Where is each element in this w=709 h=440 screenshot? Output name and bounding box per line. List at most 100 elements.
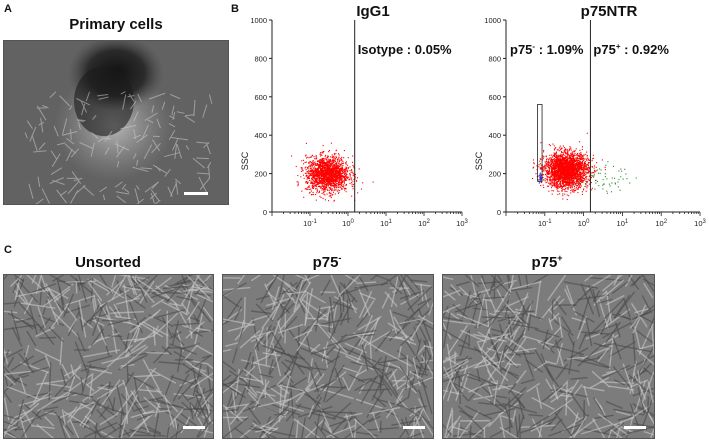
scatter-point bbox=[559, 154, 561, 156]
scatter-point bbox=[341, 180, 343, 182]
scatter-point bbox=[310, 182, 312, 185]
scatter-point bbox=[574, 184, 576, 186]
scatter-point bbox=[349, 173, 351, 175]
scatter-point bbox=[555, 171, 557, 173]
scatter-point bbox=[326, 179, 328, 181]
scatter-point bbox=[568, 153, 570, 155]
scatter-point bbox=[352, 186, 354, 188]
scatter-point bbox=[564, 167, 566, 169]
scatter-point bbox=[350, 179, 353, 181]
scatter-point bbox=[324, 183, 326, 186]
scatter-point bbox=[552, 178, 554, 180]
scatter-point bbox=[335, 176, 337, 178]
scatter-point bbox=[322, 171, 325, 173]
scatter-point bbox=[567, 186, 569, 189]
scatter-point bbox=[550, 161, 553, 163]
scatter-point bbox=[301, 160, 303, 162]
scatter-point bbox=[325, 168, 327, 170]
scatter-point bbox=[590, 181, 592, 184]
scatter-point bbox=[538, 175, 540, 177]
scatter-point bbox=[311, 193, 313, 196]
scatter-point bbox=[326, 165, 329, 167]
scatter-point bbox=[324, 172, 326, 174]
scatter-point bbox=[310, 175, 312, 177]
scatter-point bbox=[558, 155, 560, 157]
scatter-point bbox=[322, 171, 324, 173]
scatter-point bbox=[345, 169, 347, 171]
scatter-point bbox=[558, 178, 560, 181]
scatter-point bbox=[335, 156, 337, 158]
scatter-point bbox=[582, 171, 584, 173]
scatter-point bbox=[545, 182, 547, 184]
scatter-point bbox=[560, 165, 562, 168]
scatter-point bbox=[554, 173, 556, 175]
scatter-point bbox=[574, 187, 576, 189]
scatter-point bbox=[562, 180, 564, 182]
scatter-point bbox=[558, 175, 560, 177]
scatter-point bbox=[557, 162, 559, 164]
scatter-point bbox=[602, 184, 604, 186]
scatter-point bbox=[327, 179, 329, 182]
scatter-point bbox=[578, 186, 580, 189]
scatter-point bbox=[319, 177, 322, 180]
scatter-point bbox=[570, 184, 572, 187]
scatter-point bbox=[545, 167, 547, 169]
scatter-point bbox=[340, 177, 342, 179]
scatter-point bbox=[319, 158, 321, 161]
scatter-point bbox=[563, 177, 565, 179]
scatter-point bbox=[562, 156, 564, 158]
scatter-point bbox=[312, 182, 314, 184]
scatter-point bbox=[337, 170, 339, 172]
scatter-point bbox=[552, 181, 554, 183]
scatter-point bbox=[591, 165, 593, 167]
scatter-point bbox=[561, 173, 563, 175]
scatter-point bbox=[556, 181, 558, 183]
scatter-point bbox=[561, 163, 563, 165]
scatter-point bbox=[573, 160, 575, 162]
scatter-point bbox=[556, 162, 558, 164]
scatter-point bbox=[589, 174, 591, 176]
scatter-point bbox=[565, 171, 567, 173]
scatter-point bbox=[335, 189, 337, 191]
scatter-point bbox=[561, 183, 563, 185]
scatter-point bbox=[312, 154, 314, 156]
scatter-point bbox=[593, 167, 595, 169]
scatter-point bbox=[578, 166, 581, 168]
scatter-point bbox=[568, 177, 570, 180]
scatter-point bbox=[337, 160, 339, 162]
scatter-point bbox=[545, 170, 547, 172]
scatter-point bbox=[329, 181, 331, 184]
scatter-point bbox=[562, 178, 564, 180]
scatter-point bbox=[548, 177, 551, 179]
scatter-point bbox=[562, 176, 564, 178]
scatter-point bbox=[588, 159, 590, 161]
scatter-point bbox=[566, 184, 568, 186]
scatter-point bbox=[571, 181, 574, 183]
scatter-point bbox=[583, 165, 585, 167]
scatter-point bbox=[331, 170, 333, 172]
scatter-point bbox=[323, 191, 325, 193]
scatter-point bbox=[572, 160, 574, 162]
scatter-point bbox=[323, 182, 325, 184]
scatter-point bbox=[315, 171, 317, 174]
scatter-point bbox=[319, 170, 321, 172]
scatter-point bbox=[620, 176, 622, 178]
scatter-point bbox=[327, 173, 329, 176]
scatter-point bbox=[555, 185, 558, 187]
scatter-point bbox=[564, 165, 567, 167]
scatter-point bbox=[571, 170, 573, 172]
igg1-plot-title: IgG1 bbox=[356, 3, 390, 20]
scatter-point bbox=[539, 172, 541, 174]
scatter-point bbox=[546, 171, 548, 173]
scatter-point bbox=[315, 180, 317, 182]
scatter-point bbox=[599, 172, 601, 174]
panel-label-c: C bbox=[4, 244, 12, 256]
scatter-point bbox=[540, 175, 542, 177]
scatter-point bbox=[539, 173, 541, 175]
scatter-point bbox=[535, 173, 537, 175]
scatter-point bbox=[538, 179, 540, 181]
scatter-point bbox=[330, 163, 332, 166]
scatter-point bbox=[302, 169, 304, 171]
scatter-point bbox=[328, 160, 331, 162]
scatter-point bbox=[549, 182, 551, 184]
